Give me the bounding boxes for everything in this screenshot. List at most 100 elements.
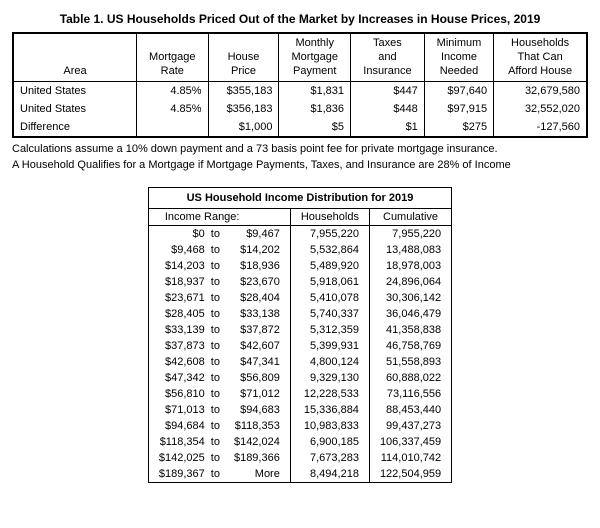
cell: United States	[13, 82, 137, 101]
cell: 8,494,218	[290, 466, 369, 483]
cell: $9,468	[148, 242, 206, 258]
cell: to	[207, 226, 224, 243]
table-row: $56,810to$71,01212,228,53373,116,556	[148, 386, 451, 402]
cell: 7,673,283	[290, 450, 369, 466]
cell: -127,560	[494, 118, 587, 137]
cell: 5,918,061	[290, 274, 369, 290]
cell: $47,342	[148, 370, 206, 386]
cell: 15,336,884	[290, 402, 369, 418]
cell: 4.85%	[137, 82, 209, 101]
table-row: $37,873to$42,6075,399,93146,758,769	[148, 338, 451, 354]
cell: $356,183	[208, 100, 279, 118]
cell: to	[207, 450, 224, 466]
cell: 114,010,742	[369, 450, 451, 466]
cell: 32,679,580	[494, 82, 587, 101]
cell: $33,138	[224, 306, 290, 322]
cell: $28,405	[148, 306, 206, 322]
cell: 24,896,064	[369, 274, 451, 290]
cell: 46,758,769	[369, 338, 451, 354]
col-cumulative: Cumulative	[369, 209, 451, 226]
cell: $118,353	[224, 418, 290, 434]
cell: 7,955,220	[290, 226, 369, 243]
cell: 106,337,459	[369, 434, 451, 450]
col-taxes: TaxesandInsurance	[351, 33, 425, 82]
cell: $42,607	[224, 338, 290, 354]
cell: 122,504,959	[369, 466, 451, 483]
cell: $1	[351, 118, 425, 137]
cell: $94,683	[224, 402, 290, 418]
cell: to	[207, 242, 224, 258]
distribution-table: US Household Income Distribution for 201…	[148, 187, 452, 483]
cell: 73,116,556	[369, 386, 451, 402]
cell: $1,000	[208, 118, 279, 137]
cell: $37,872	[224, 322, 290, 338]
table-row: $71,013to$94,68315,336,88488,453,440	[148, 402, 451, 418]
cell: $5	[279, 118, 351, 137]
cell: to	[207, 434, 224, 450]
cell: $56,810	[148, 386, 206, 402]
cell: to	[207, 370, 224, 386]
table-row: $33,139to$37,8725,312,35941,358,838	[148, 322, 451, 338]
cell: $447	[351, 82, 425, 101]
cell: 18,978,003	[369, 258, 451, 274]
cell: to	[207, 258, 224, 274]
table-row: United States4.85%$356,183$1,836$448$97,…	[13, 100, 587, 118]
cell: 5,312,359	[290, 322, 369, 338]
cell: 9,329,130	[290, 370, 369, 386]
cell: $1,836	[279, 100, 351, 118]
note-line: Calculations assume a 10% down payment a…	[12, 142, 588, 157]
cell: $56,809	[224, 370, 290, 386]
cell: $189,366	[224, 450, 290, 466]
cell: $71,012	[224, 386, 290, 402]
cell: to	[207, 274, 224, 290]
cell: 5,740,337	[290, 306, 369, 322]
cell: 88,453,440	[369, 402, 451, 418]
cell: to	[207, 402, 224, 418]
cell: More	[224, 466, 290, 483]
cell: $14,202	[224, 242, 290, 258]
cell: United States	[13, 100, 137, 118]
note-line: A Household Qualifies for a Mortgage if …	[12, 158, 588, 173]
cell: $118,354	[148, 434, 206, 450]
cell: $355,183	[208, 82, 279, 101]
col-area: Area	[13, 33, 137, 82]
table-row: $0to$9,4677,955,2207,955,220	[148, 226, 451, 243]
col-income: MinimumIncomeNeeded	[424, 33, 493, 82]
cell: to	[207, 322, 224, 338]
table-row: Difference$1,000$5$1$275-127,560	[13, 118, 587, 137]
cell: $0	[148, 226, 206, 243]
cell: 13,488,083	[369, 242, 451, 258]
cell: to	[207, 386, 224, 402]
cell: $448	[351, 100, 425, 118]
cell: $37,873	[148, 338, 206, 354]
cell: to	[207, 354, 224, 370]
cell: $1,831	[279, 82, 351, 101]
cell: $71,013	[148, 402, 206, 418]
cell: $97,915	[424, 100, 493, 118]
cell	[137, 118, 209, 137]
cell: $28,404	[224, 290, 290, 306]
cell: 5,532,864	[290, 242, 369, 258]
table-row: $14,203to$18,9365,489,92018,978,003	[148, 258, 451, 274]
table-row: United States4.85%$355,183$1,831$447$97,…	[13, 82, 587, 101]
cell: 5,410,078	[290, 290, 369, 306]
table-row: $94,684to$118,35310,983,83399,437,273	[148, 418, 451, 434]
cell: 30,306,142	[369, 290, 451, 306]
cell: $189,367	[148, 466, 206, 483]
dist-title: US Household Income Distribution for 201…	[148, 188, 451, 209]
cell: 36,046,479	[369, 306, 451, 322]
cell: 4.85%	[137, 100, 209, 118]
cell: $14,203	[148, 258, 206, 274]
cell: 12,228,533	[290, 386, 369, 402]
cell: to	[207, 338, 224, 354]
table-row: $142,025to$189,3667,673,283114,010,742	[148, 450, 451, 466]
cell: 99,437,273	[369, 418, 451, 434]
cell: $94,684	[148, 418, 206, 434]
cell: 5,399,931	[290, 338, 369, 354]
cell: $142,025	[148, 450, 206, 466]
cell: Difference	[13, 118, 137, 137]
cell: $18,937	[148, 274, 206, 290]
cell: 60,888,022	[369, 370, 451, 386]
col-afford: HouseholdsThat CanAfford House	[494, 33, 587, 82]
cell: 5,489,920	[290, 258, 369, 274]
